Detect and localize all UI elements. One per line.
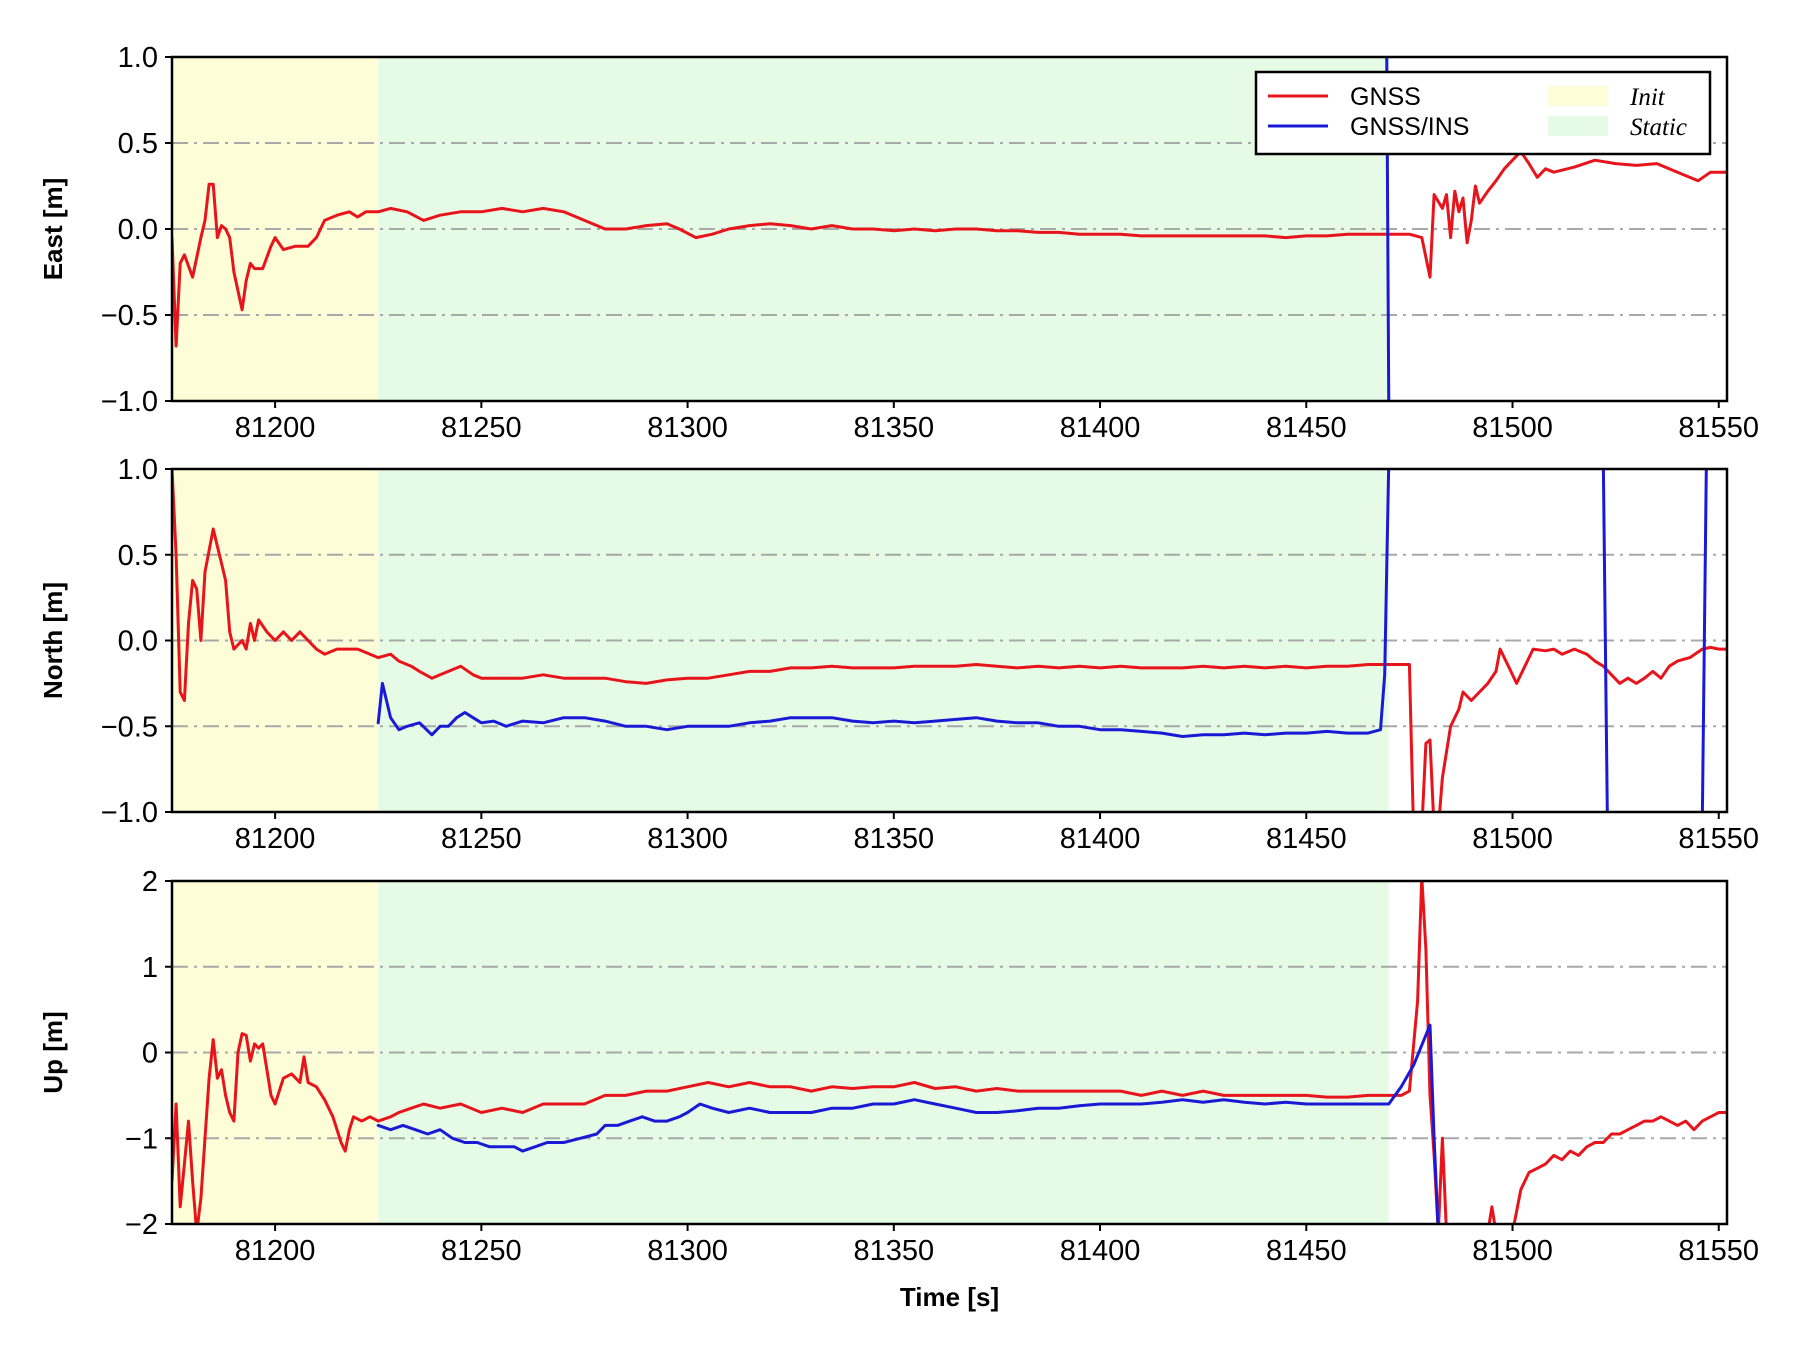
x-tick-label: 81350 [853, 412, 934, 444]
y-tick-label: 0 [142, 1038, 158, 1070]
north-panel: 81200 81250 81300 81350 81400 81450 81500 81550… [38, 454, 1759, 855]
x-axis-label: Time [s] [900, 1282, 999, 1312]
east-panel: 81200 81250 81300 81350 81400 81450 81500 81550… [38, 42, 1759, 444]
legend-swatch-init [1548, 86, 1608, 106]
x-tick-label: 81500 [1472, 1235, 1553, 1267]
x-tick-label: 81550 [1678, 823, 1759, 855]
x-tick-label: 81200 [235, 412, 316, 444]
series-line-gnss-ins [1700, 469, 1708, 812]
series-line-gnss-ins [1601, 469, 1609, 812]
y-tick-label: 2 [142, 866, 158, 898]
y-tick-label: 0.0 [118, 214, 158, 246]
x-tick-label: 81550 [1678, 412, 1759, 444]
y-tick-label: −0.5 [101, 711, 158, 743]
y-tick-label: −1 [125, 1123, 158, 1155]
x-tick-label: 81550 [1678, 1235, 1759, 1267]
y-tick-label: 0.5 [118, 128, 158, 160]
legend-label-gnss: GNSS [1350, 83, 1421, 111]
series-line-gnss-ins [376, 1023, 1440, 1224]
y-axis-label: North [m] [38, 582, 68, 699]
y-tick-label: 0.0 [118, 626, 158, 658]
y-tick-label: −2 [125, 1209, 158, 1241]
x-tick-label: 81200 [235, 823, 316, 855]
x-tick-label: 81450 [1266, 412, 1347, 444]
y-tick-label: −1.0 [101, 386, 158, 418]
y-tick-label: −0.5 [101, 300, 158, 332]
x-tick-label: 81250 [441, 1235, 522, 1267]
x-tick-label: 81500 [1472, 823, 1553, 855]
series-line-gnss [172, 469, 1727, 812]
series-line-gnss [172, 881, 1727, 1224]
x-tick-label: 81400 [1060, 823, 1141, 855]
x-tick-label: 81200 [235, 1235, 316, 1267]
legend-swatch-static [1548, 116, 1608, 136]
y-tick-label: 1.0 [118, 42, 158, 74]
x-tick-label: 81450 [1266, 823, 1347, 855]
x-tick-label: 81250 [441, 412, 522, 444]
y-tick-label: 0.5 [118, 540, 158, 572]
x-tick-label: 81350 [853, 823, 934, 855]
x-tick-label: 81300 [647, 412, 728, 444]
up-panel: 81200 81250 81300 81350 81400 81450 81500 81550… [38, 866, 1759, 1312]
series-line-gnss-ins [376, 469, 1391, 738]
legend-label-gnss-ins: GNSS/INS [1350, 113, 1469, 141]
legend-label-init: Init [1629, 84, 1666, 111]
x-tick-label: 81400 [1060, 412, 1141, 444]
x-tick-label: 81450 [1266, 1235, 1347, 1267]
y-tick-label: −1.0 [101, 797, 158, 829]
x-tick-label: 81500 [1472, 412, 1553, 444]
x-tick-label: 81250 [441, 823, 522, 855]
legend-box [1254, 70, 1712, 156]
x-tick-label: 81350 [853, 1235, 934, 1267]
x-tick-label: 81300 [647, 1235, 728, 1267]
y-tick-label: 1 [142, 952, 158, 984]
y-axis-label: Up [m] [38, 1011, 68, 1093]
series-line-gnss [172, 150, 1727, 348]
y-axis-label: East [m] [38, 178, 68, 281]
legend-label-static: Static [1630, 114, 1687, 141]
x-tick-label: 81300 [647, 823, 728, 855]
y-tick-label: 1.0 [118, 454, 158, 486]
x-tick-label: 81400 [1060, 1235, 1141, 1267]
